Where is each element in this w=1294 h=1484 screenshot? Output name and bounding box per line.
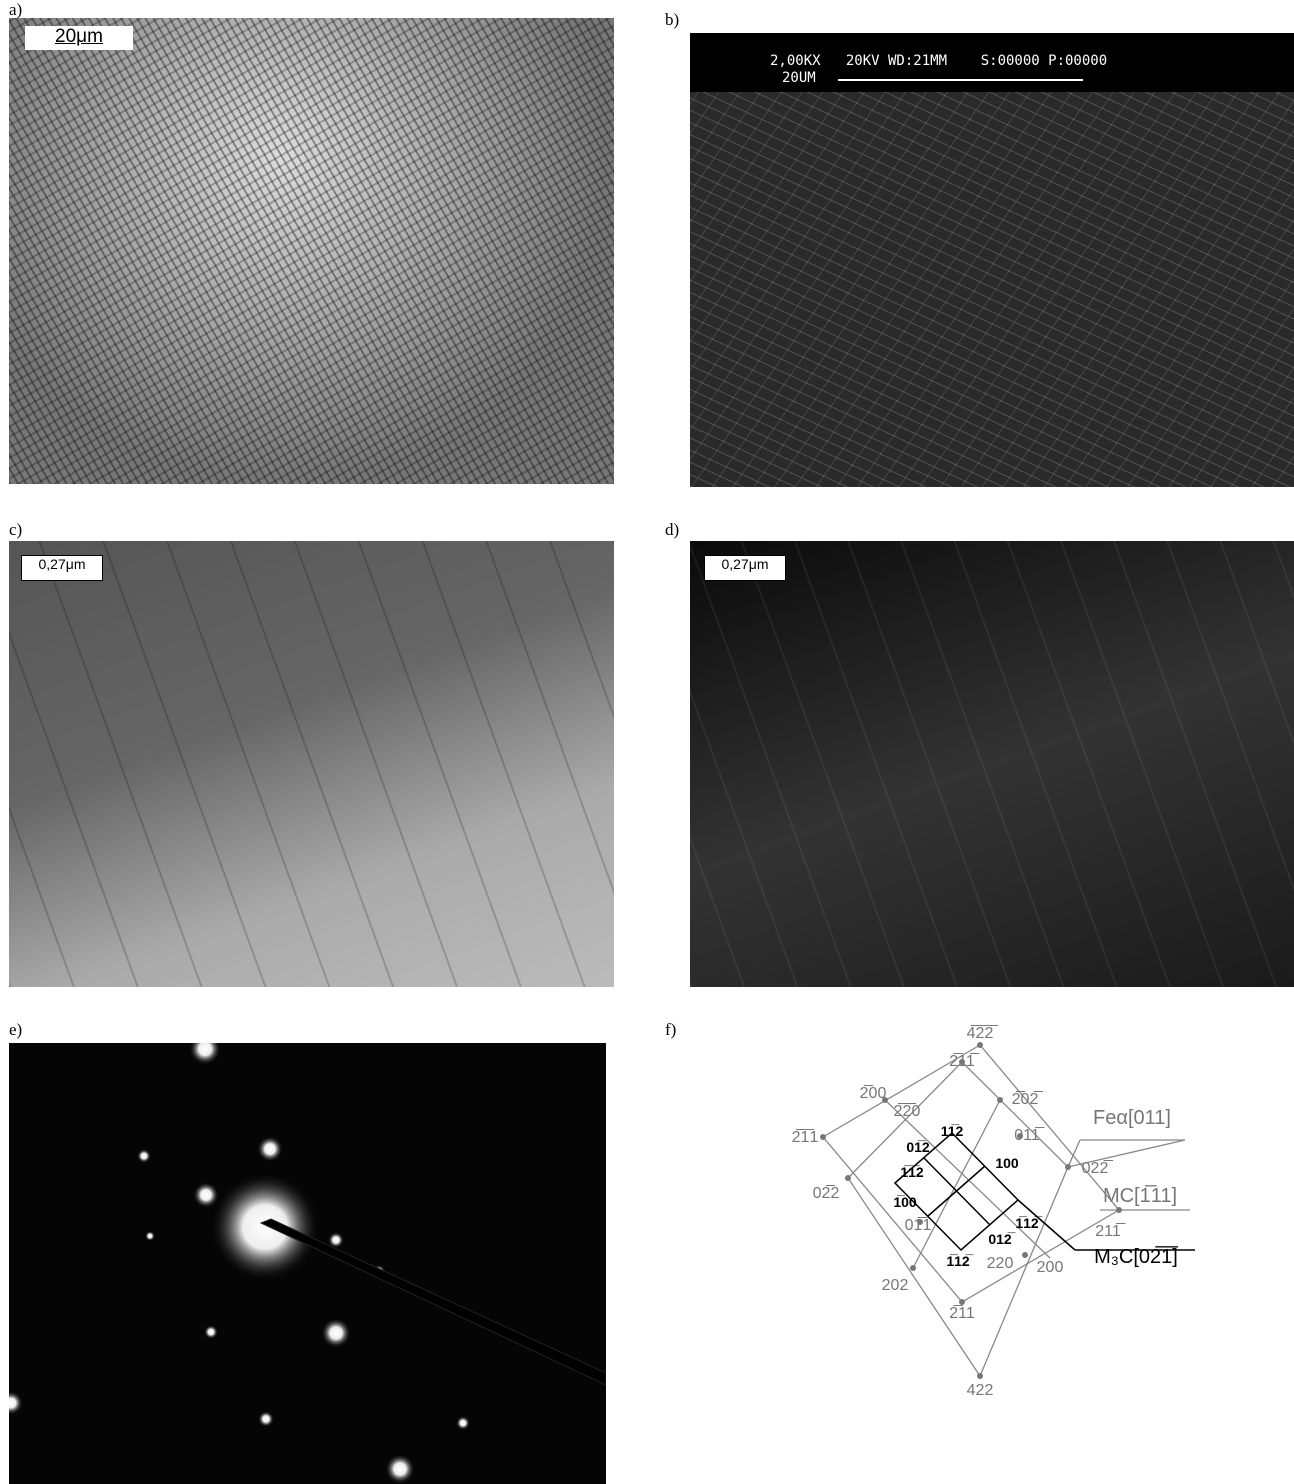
index-label: 012̅: [988, 1231, 1015, 1247]
index-label: 200: [1037, 1259, 1064, 1276]
index-label: 2̅11: [949, 1304, 975, 1322]
index-label: 202: [882, 1277, 909, 1294]
index-label: 2̅1̅1: [792, 1128, 819, 1146]
index-label: 1̅00: [893, 1194, 917, 1210]
index-label: 01̅1: [905, 1216, 932, 1234]
phase-label: M₃C[02̅1̅]: [1094, 1245, 1178, 1268]
index-label: 211̅: [1095, 1222, 1126, 1240]
index-label: 022̅: [1082, 1159, 1114, 1177]
phase-label: MC[1̅11]: [1103, 1184, 1177, 1207]
fe-lattice: [823, 1045, 1119, 1302]
index-label: 1̅12̅: [946, 1253, 973, 1269]
index-label: 100: [995, 1155, 1019, 1171]
index-label: 2̅2̅0: [894, 1102, 921, 1120]
index-label: 02̅2: [813, 1184, 840, 1202]
index-label: 1̅12̅: [1015, 1215, 1042, 1231]
index-label: 01̅2: [906, 1139, 930, 1155]
index-label: 422: [967, 1382, 994, 1399]
index-label: 4̅2̅2̅: [967, 1024, 999, 1042]
index-label: 2̅00: [860, 1084, 887, 1102]
index-label: 2̅11̅: [949, 1052, 980, 1070]
index-label: 011̅: [1014, 1126, 1045, 1144]
phase-label: Feα[011]: [1093, 1107, 1171, 1129]
index-label: 1̅1̅2: [900, 1164, 924, 1180]
index-label: 2̅02̅: [1012, 1090, 1044, 1108]
indexing-diagram: 4̅2̅2̅ 2̅11̅ 2̅00 2̅2̅0 2̅02̅ 01̅2 11̅2 …: [0, 0, 1294, 1484]
figure-page: a) b) c) d) e) f) 20μm 2,00KX 20KV WD:21…: [0, 0, 1294, 1484]
index-label: 220: [987, 1255, 1014, 1272]
index-label: 11̅2: [941, 1123, 964, 1139]
